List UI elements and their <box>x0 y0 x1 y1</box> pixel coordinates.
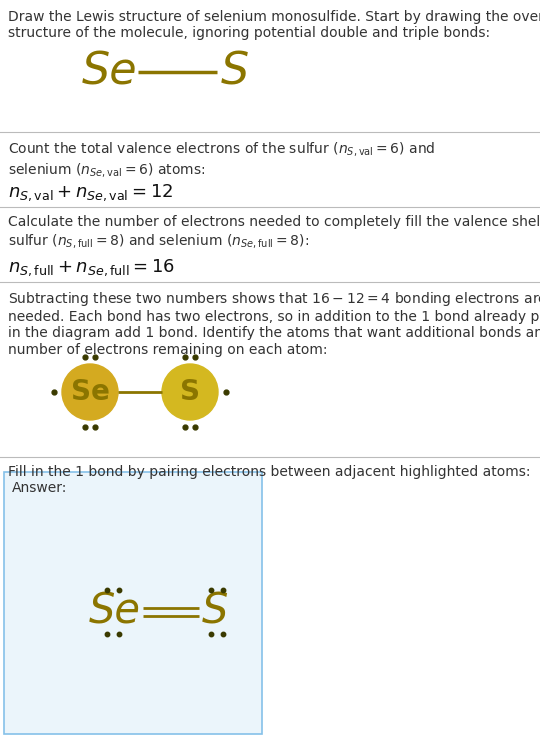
Text: $n_{S,\mathrm{val}} + n_{Se,\mathrm{val}} = 12$: $n_{S,\mathrm{val}} + n_{Se,\mathrm{val}… <box>8 182 173 202</box>
Text: S: S <box>180 378 200 406</box>
Text: Subtracting these two numbers shows that $16 - 12 = 4$ bonding electrons are
nee: Subtracting these two numbers shows that… <box>8 290 540 356</box>
Text: S: S <box>202 591 228 633</box>
FancyBboxPatch shape <box>4 472 262 734</box>
Text: Se: Se <box>71 378 110 406</box>
Text: Calculate the number of electrons needed to completely fill the valence shells f: Calculate the number of electrons needed… <box>8 215 540 250</box>
Text: Fill in the 1 bond by pairing electrons between adjacent highlighted atoms:: Fill in the 1 bond by pairing electrons … <box>8 465 530 479</box>
Circle shape <box>162 364 218 420</box>
Circle shape <box>62 364 118 420</box>
Text: S: S <box>221 50 249 93</box>
Text: Count the total valence electrons of the sulfur ($n_{S,\mathrm{val}} = 6$) and
s: Count the total valence electrons of the… <box>8 140 435 178</box>
Text: Draw the Lewis structure of selenium monosulfide. Start by drawing the overall
s: Draw the Lewis structure of selenium mon… <box>8 10 540 40</box>
Text: Se: Se <box>82 50 138 93</box>
Text: Answer:: Answer: <box>12 481 68 495</box>
Text: Se: Se <box>89 591 141 633</box>
Text: $n_{S,\mathrm{full}} + n_{Se,\mathrm{full}} = 16$: $n_{S,\mathrm{full}} + n_{Se,\mathrm{ful… <box>8 257 175 277</box>
